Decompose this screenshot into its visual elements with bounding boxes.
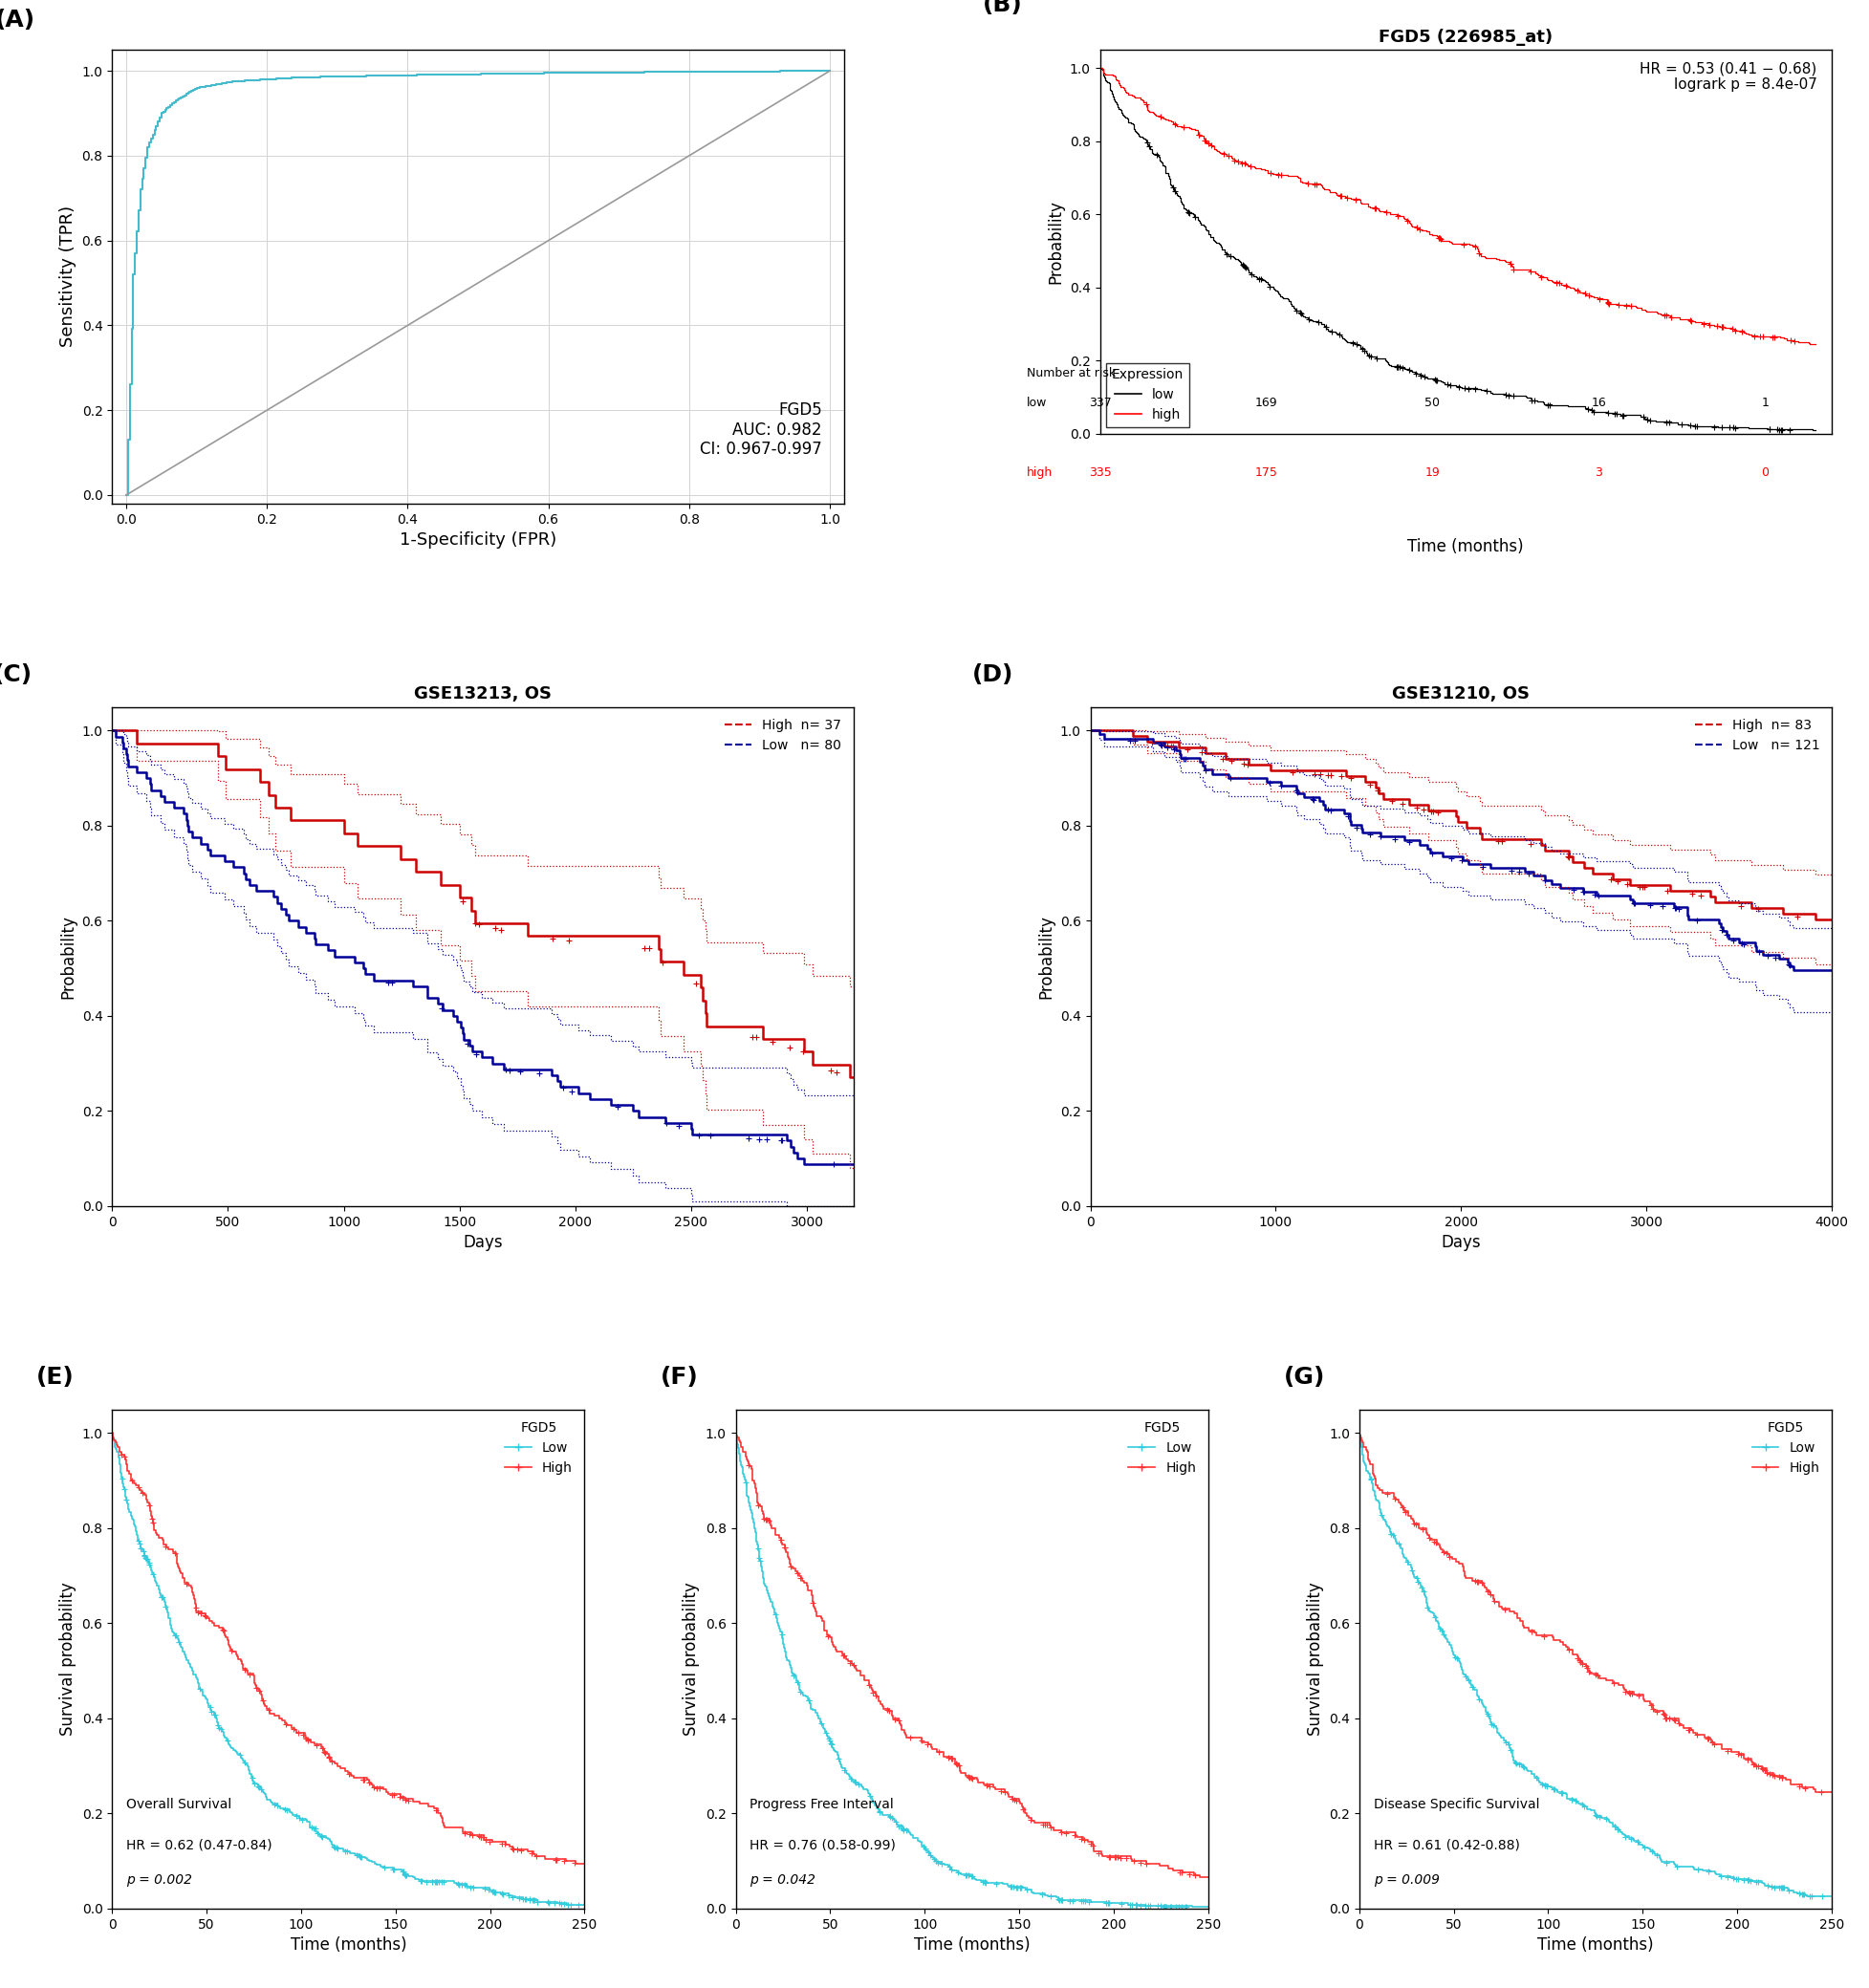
Text: p = 0.009: p = 0.009	[1374, 1873, 1439, 1887]
Text: 3: 3	[1594, 465, 1602, 479]
Text: (G): (G)	[1284, 1366, 1325, 1390]
Text: FGD5
AUC: 0.982
CI: 0.967-0.997: FGD5 AUC: 0.982 CI: 0.967-0.997	[699, 402, 822, 457]
Text: 19: 19	[1424, 465, 1439, 479]
Text: 0: 0	[1761, 465, 1768, 479]
Legend: High  n= 37, Low   n= 80: High n= 37, Low n= 80	[720, 714, 847, 757]
Y-axis label: Survival probability: Survival probability	[60, 1582, 77, 1736]
Text: (E): (E)	[37, 1366, 75, 1390]
Text: (C): (C)	[0, 664, 34, 686]
Legend: Low, High: Low, High	[1123, 1415, 1202, 1479]
Text: HR = 0.61 (0.42-0.88): HR = 0.61 (0.42-0.88)	[1374, 1839, 1519, 1851]
Text: 50: 50	[1424, 396, 1441, 410]
Text: p = 0.042: p = 0.042	[749, 1873, 817, 1887]
Text: 1: 1	[1761, 396, 1768, 410]
Text: Progress Free Interval: Progress Free Interval	[749, 1797, 893, 1811]
Text: Disease Specific Survival: Disease Specific Survival	[1374, 1797, 1540, 1811]
Y-axis label: Sensitivity (TPR): Sensitivity (TPR)	[60, 207, 77, 348]
Text: Overall Survival: Overall Survival	[127, 1797, 232, 1811]
Text: Number at risk: Number at risk	[1026, 368, 1116, 380]
Text: HR = 0.62 (0.47-0.84): HR = 0.62 (0.47-0.84)	[127, 1839, 273, 1851]
Text: (B): (B)	[983, 0, 1022, 16]
Legend: low, high: low, high	[1106, 364, 1189, 427]
Text: 175: 175	[1254, 465, 1278, 479]
X-axis label: Time (months): Time (months)	[290, 1936, 406, 1954]
Title: FGD5 (226985_at): FGD5 (226985_at)	[1379, 28, 1553, 46]
Y-axis label: Survival probability: Survival probability	[1306, 1582, 1323, 1736]
Text: (D): (D)	[972, 664, 1013, 686]
X-axis label: Days: Days	[1441, 1235, 1480, 1250]
Y-axis label: Probability: Probability	[60, 914, 77, 998]
Text: 337: 337	[1088, 396, 1112, 410]
Title: GSE13213, OS: GSE13213, OS	[413, 686, 551, 702]
Legend: Low, High: Low, High	[1748, 1415, 1824, 1479]
Legend: High  n= 83, Low   n= 121: High n= 83, Low n= 121	[1690, 714, 1824, 757]
Title: GSE31210, OS: GSE31210, OS	[1392, 686, 1531, 702]
Text: p = 0.002: p = 0.002	[127, 1873, 193, 1887]
X-axis label: Time (months): Time (months)	[914, 1936, 1030, 1954]
Y-axis label: Survival probability: Survival probability	[682, 1582, 701, 1736]
Y-axis label: Probability: Probability	[1037, 914, 1054, 998]
Text: 169: 169	[1254, 396, 1278, 410]
Text: high: high	[1026, 465, 1052, 479]
Text: 335: 335	[1088, 465, 1112, 479]
Text: 16: 16	[1591, 396, 1605, 410]
X-axis label: Time (months): Time (months)	[1538, 1936, 1654, 1954]
Text: HR = 0.53 (0.41 − 0.68)
logrark p = 8.4e-07: HR = 0.53 (0.41 − 0.68) logrark p = 8.4e…	[1639, 62, 1817, 91]
X-axis label: 1-Specificity (FPR): 1-Specificity (FPR)	[400, 531, 557, 549]
Text: low: low	[1026, 396, 1047, 410]
Text: Time (months): Time (months)	[1407, 539, 1523, 555]
Y-axis label: Probability: Probability	[1047, 199, 1063, 284]
Text: (F): (F)	[660, 1366, 699, 1390]
X-axis label: Days: Days	[464, 1235, 503, 1250]
Text: HR = 0.76 (0.58-0.99): HR = 0.76 (0.58-0.99)	[749, 1839, 895, 1851]
Legend: Low, High: Low, High	[499, 1415, 578, 1479]
Text: (A): (A)	[0, 8, 36, 32]
